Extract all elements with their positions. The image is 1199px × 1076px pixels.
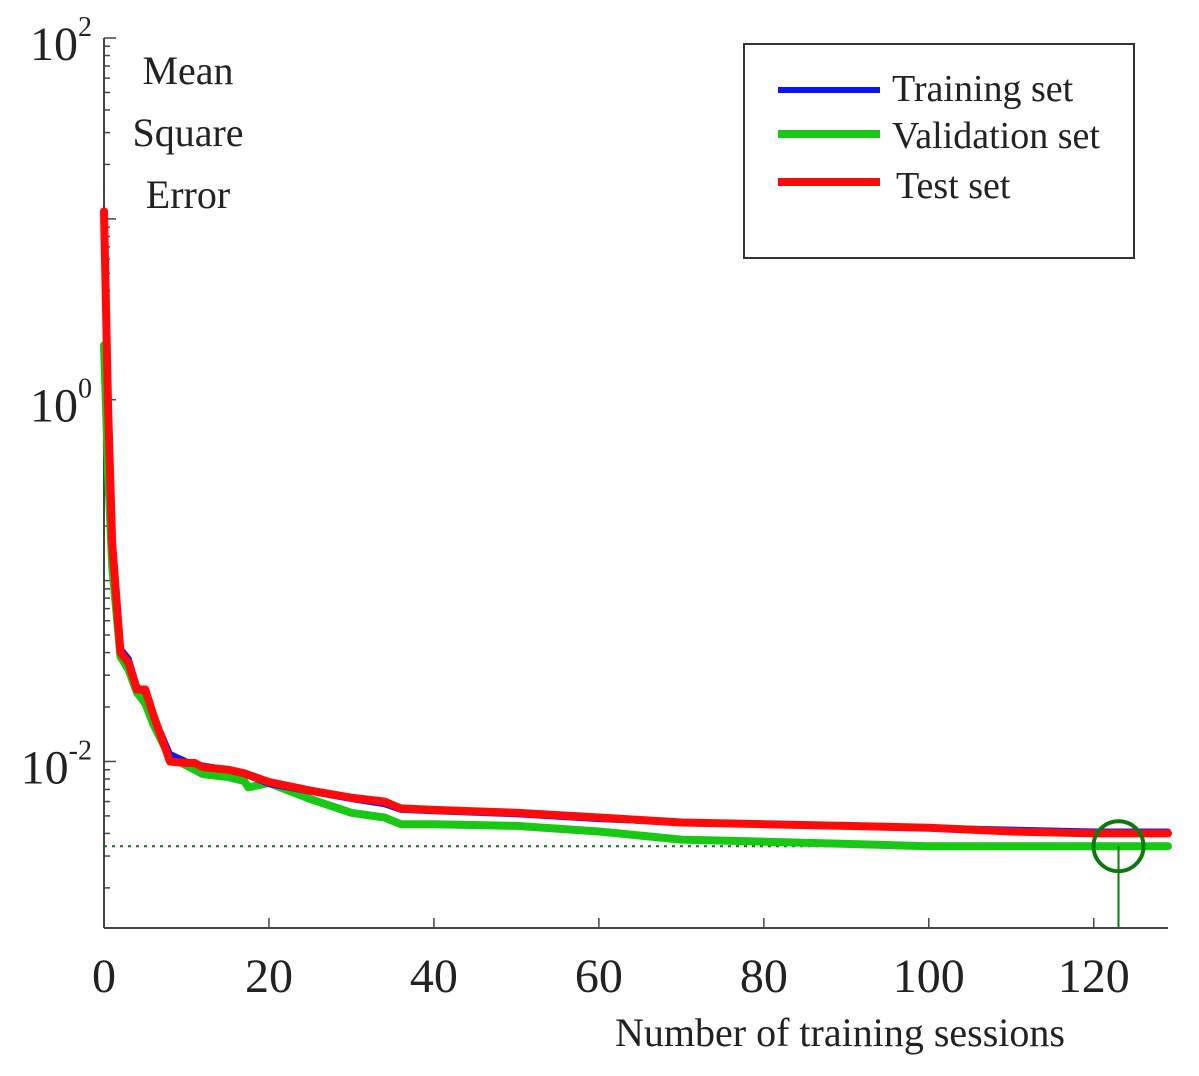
x-tick-label: 120 <box>1058 950 1130 1003</box>
series-line-test-set <box>100 207 1172 838</box>
best-epoch-circle <box>1091 819 1146 874</box>
x-tick-label: 60 <box>575 950 623 1003</box>
series-line-training-set <box>101 215 1171 835</box>
y-tick-base: 10 <box>30 380 78 433</box>
y-tick-exponent: 2 <box>78 12 92 43</box>
x-tick-label: 20 <box>245 950 293 1003</box>
legend-label-test: Test set <box>896 165 1011 207</box>
y-tick-base: 10 <box>30 18 78 71</box>
x-tick-label: 40 <box>410 950 458 1003</box>
x-tick-label: 100 <box>893 950 965 1003</box>
legend-label-training: Training set <box>892 68 1074 110</box>
x-ticks: 0 20 40 60 80 100 120 <box>92 918 1130 1003</box>
y-label-line-2: Square <box>132 110 243 155</box>
legend-box <box>743 43 1135 259</box>
x-tick-label: 0 <box>92 950 116 1003</box>
y-tick-label: 10-2 <box>21 735 92 794</box>
legend: Training set Validation set Test set <box>743 43 1135 259</box>
legend-label-validation: Validation set <box>892 115 1100 157</box>
x-axis-label: Number of training sessions <box>615 1010 1065 1055</box>
series-line-validation-set <box>100 341 1172 851</box>
y-axis-label: Mean Square Error <box>132 48 243 217</box>
y-tick-label: 102 <box>30 12 92 71</box>
y-tick-label: 100 <box>30 374 92 433</box>
y-label-line-1: Mean <box>142 48 233 93</box>
y-tick-exponent: 0 <box>78 374 92 405</box>
series-lines <box>100 207 1172 851</box>
y-tick-base: 10 <box>21 741 69 794</box>
best-epoch-marker <box>1091 819 1146 928</box>
y-label-line-3: Error <box>146 172 230 217</box>
y-tick-exponent: -2 <box>69 735 92 766</box>
x-tick-label: 80 <box>740 950 788 1003</box>
